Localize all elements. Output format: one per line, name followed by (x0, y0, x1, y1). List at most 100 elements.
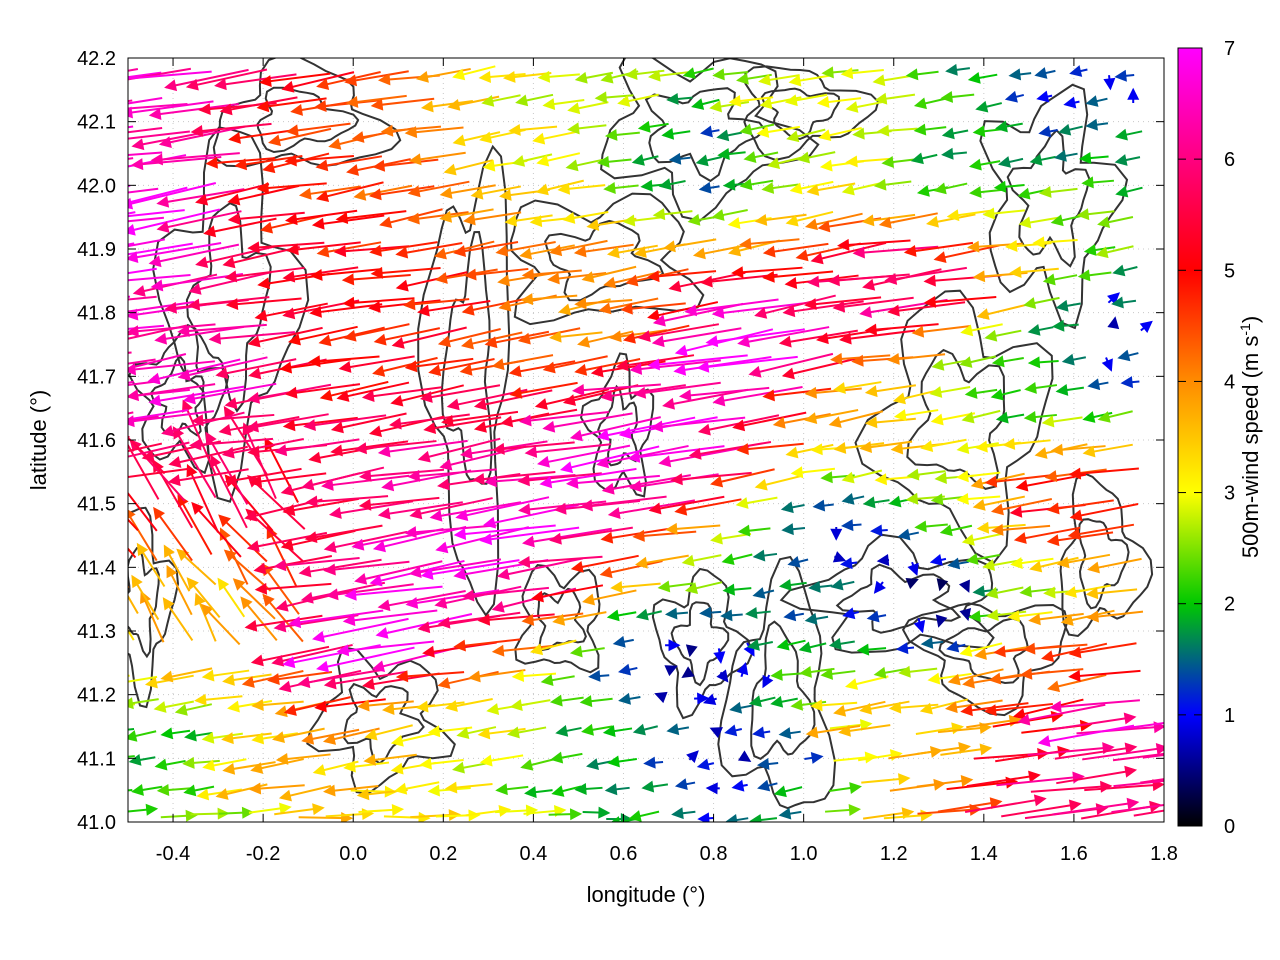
wind-arrow (128, 186, 188, 204)
wind-arrow (650, 416, 746, 433)
wind-arrow (609, 329, 668, 343)
wind-arrow (745, 606, 771, 619)
wind-arrow-shaft (128, 491, 158, 532)
wind-arrow-head (947, 673, 961, 686)
wind-arrow-shaft (317, 155, 383, 168)
wind-arrow-shaft (541, 467, 637, 485)
wind-arrow-head (224, 397, 238, 410)
wind-arrow-head (1214, 766, 1227, 778)
wind-arrow-shaft (561, 445, 660, 471)
wind-arrow-head (929, 554, 943, 566)
wind-arrow-head (520, 758, 534, 771)
wind-arrow (920, 438, 967, 453)
wind-arrow-head (785, 446, 799, 459)
wind-arrow (537, 70, 580, 83)
wind-arrow (452, 131, 501, 147)
wind-arrow-head (357, 699, 370, 712)
wind-arrow-head (102, 336, 115, 348)
wind-arrow-head (515, 94, 529, 107)
wind-arrow-head (851, 354, 864, 367)
wind-arrow (828, 410, 884, 428)
wind-arrow (1111, 296, 1137, 309)
wind-arrow-head (1097, 216, 1111, 229)
wind-arrow-head (1077, 269, 1091, 282)
wind-arrow-head (762, 674, 774, 689)
wind-arrow (754, 294, 836, 319)
wind-arrow-head (946, 209, 960, 222)
wind-arrow (251, 732, 299, 745)
wind-arrow-head (377, 599, 391, 612)
wind-arrow-head (227, 193, 241, 206)
wind-arrow (1053, 149, 1078, 162)
wind-arrow (262, 152, 330, 174)
wind-arrow-shaft (1014, 698, 1084, 718)
wind-arrow (128, 267, 157, 275)
wind-arrow-head (156, 195, 170, 208)
wind-arrow-head (728, 244, 742, 257)
wind-arrow-head (756, 758, 770, 770)
wind-arrow (785, 210, 834, 227)
wind-arrow-shaft (128, 380, 159, 387)
wind-arrow-head (590, 365, 604, 378)
wind-arrow (1046, 531, 1114, 547)
wind-arrow-head (866, 610, 880, 623)
wind-arrow-head (687, 213, 701, 226)
wind-arrow-shaft (225, 475, 274, 532)
wind-arrow-head (259, 75, 272, 88)
wind-arrow-head (218, 423, 232, 436)
wind-arrow-head (647, 270, 660, 283)
wind-arrow-head (551, 785, 565, 797)
wind-arrow-head (147, 372, 161, 385)
wind-arrow-shaft (306, 524, 383, 540)
wind-arrow (390, 732, 435, 747)
wind-arrow-head (709, 727, 723, 739)
wind-arrow-shaft (374, 158, 439, 168)
wind-arrow-head (610, 581, 623, 593)
wind-arrow-shaft (346, 585, 443, 597)
wind-arrow (778, 807, 802, 820)
wind-arrow (163, 544, 191, 592)
wind-arrow-head (603, 182, 616, 194)
wind-arrow (903, 241, 974, 257)
wind-arrow-head (1010, 557, 1023, 569)
wind-arrow (492, 441, 575, 455)
wind-arrow-shaft (289, 325, 358, 343)
wind-arrow-head (221, 732, 234, 745)
wind-arrow (770, 668, 805, 681)
wind-arrow (524, 443, 612, 458)
wind-arrow-head (417, 450, 431, 463)
wind-arrow-head (1055, 384, 1069, 396)
y-tick-label: 42.2 (77, 48, 116, 70)
wind-arrow-shaft (360, 496, 440, 507)
wind-arrow-head (976, 308, 990, 320)
wind-arrow-head (153, 701, 167, 713)
wind-arrow (720, 609, 743, 622)
wind-arrow-head (665, 522, 678, 535)
wind-arrow-head (695, 154, 709, 167)
wind-arrow-head (1115, 185, 1129, 198)
wind-arrow (712, 68, 749, 81)
wind-arrow-head (1085, 118, 1098, 131)
wind-arrow-shaft (128, 67, 192, 81)
wind-arrow-head (852, 246, 865, 259)
wind-arrow-shaft (133, 129, 218, 148)
wind-arrow-head (965, 553, 979, 565)
wind-arrow-head (491, 358, 505, 371)
wind-arrow-head (268, 134, 282, 147)
wind-arrow-head (968, 610, 981, 623)
wind-arrow-head (1087, 561, 1100, 574)
wind-arrow-head (586, 219, 600, 231)
wind-arrow (678, 386, 770, 402)
wind-arrow (128, 96, 163, 105)
wind-arrow (322, 727, 380, 745)
wind-arrow-head (333, 245, 347, 258)
wind-arrow-shaft (1070, 642, 1137, 655)
wind-arrow-head (248, 782, 262, 795)
wind-arrow (131, 574, 160, 621)
wind-arrow-head (919, 702, 933, 715)
wind-arrow-shaft (732, 266, 803, 274)
wind-arrow (756, 125, 801, 138)
wind-arrow-shaft (406, 357, 474, 369)
wind-arrow-head (242, 422, 254, 436)
wind-arrow (681, 554, 722, 567)
